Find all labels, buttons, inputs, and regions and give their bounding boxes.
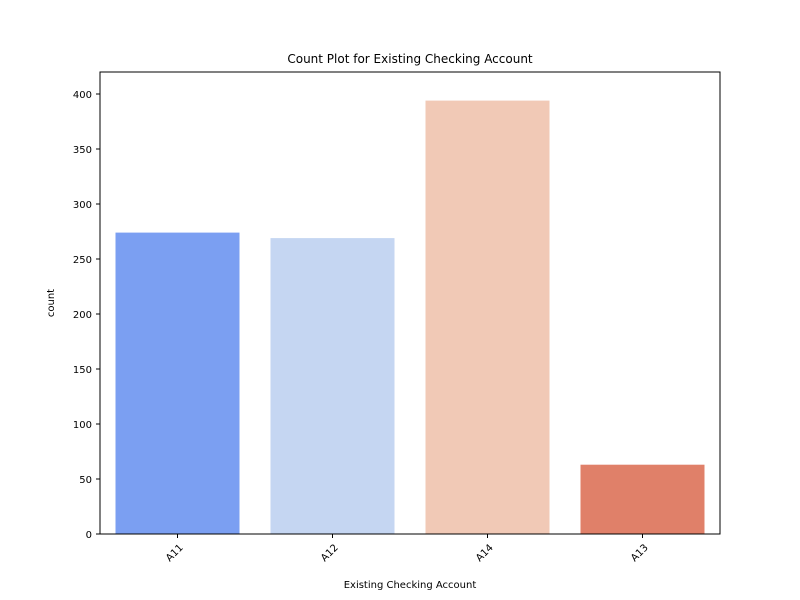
- bar-a13: [580, 464, 705, 534]
- bars-group: [115, 100, 705, 534]
- y-tick-label: 350: [73, 145, 92, 156]
- bar-a14: [425, 100, 550, 534]
- x-tick-label-a12: A12: [319, 542, 341, 564]
- chart-title: Count Plot for Existing Checking Account: [287, 52, 533, 66]
- y-tick-label: 200: [73, 310, 92, 321]
- y-tick-label: 250: [73, 255, 92, 266]
- y-tick-label: 100: [73, 420, 92, 431]
- y-axis-label: count: [46, 289, 57, 317]
- x-axis-ticks: A11 A12 A14 A13: [164, 534, 651, 564]
- plot-frame: [99, 71, 721, 535]
- y-tick-label: 300: [73, 200, 92, 211]
- y-tick-label: 150: [73, 365, 92, 376]
- x-axis-label: Existing Checking Account: [344, 580, 477, 591]
- y-axis-ticks: 0 50 100 150 200 250 300 350 400: [73, 90, 100, 541]
- y-tick-label: 50: [79, 475, 92, 486]
- x-tick-label-a13: A13: [629, 542, 651, 564]
- x-tick-label-a11: A11: [164, 542, 186, 564]
- bar-a11: [115, 232, 240, 534]
- y-tick-label: 400: [73, 90, 92, 101]
- bar-a12: [270, 238, 395, 534]
- x-tick-label-a14: A14: [474, 542, 496, 564]
- y-tick-label: 0: [86, 530, 92, 541]
